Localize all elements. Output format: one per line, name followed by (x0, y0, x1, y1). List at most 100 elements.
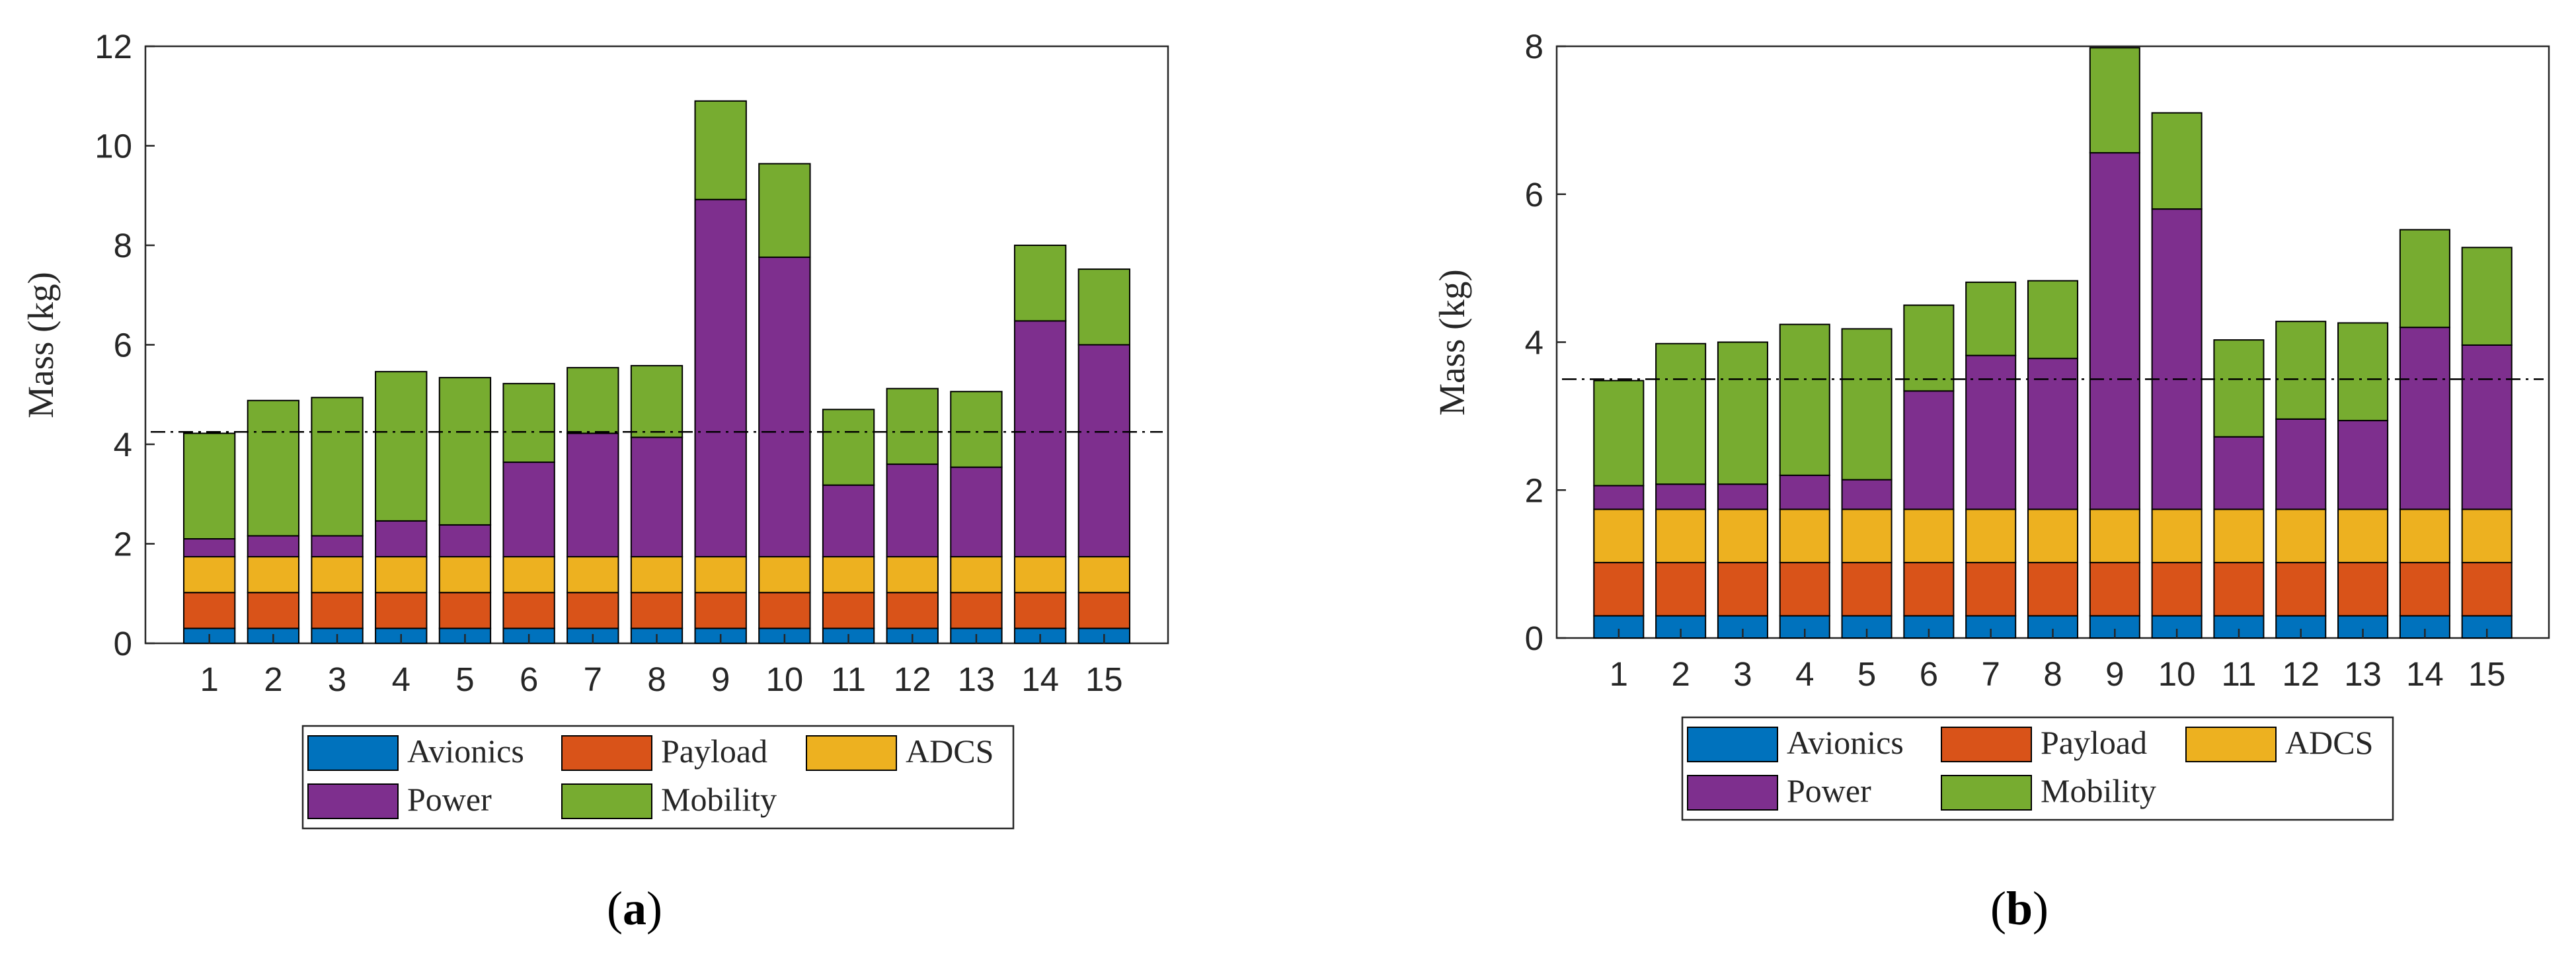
bar-segment-power-1 (1593, 485, 1645, 510)
x-tick-label-10: 10 (766, 660, 804, 698)
bar-segment-payload-14 (2399, 561, 2450, 617)
x-tick-label-4: 4 (392, 660, 410, 698)
legend: Avionics Payload ADCS Power Mobility (301, 725, 1015, 830)
bar-segment-payload-6 (1903, 561, 1955, 617)
bar-segment-mobility-15 (2461, 247, 2513, 346)
panel-letter: b (2006, 882, 2033, 935)
bar-segment-power-5 (1841, 479, 1893, 510)
bar-segment-payload-8 (630, 592, 683, 629)
bar-segment-payload-2 (1655, 561, 1707, 617)
bar-segment-power-10 (2151, 208, 2203, 510)
bar-segment-power-4 (375, 520, 428, 558)
bar-segment-payload-13 (2337, 561, 2389, 617)
bar-segment-adcs-1 (1593, 508, 1645, 563)
bar-segment-adcs-6 (1903, 508, 1955, 563)
bar-segment-adcs-8 (630, 556, 683, 594)
legend-swatch-mobility (561, 783, 652, 819)
bar-segment-adcs-12 (2275, 508, 2327, 563)
bar-segment-mobility-7 (1965, 281, 2017, 356)
y-tick-label-8: 8 (1525, 28, 1543, 65)
legend-label-avionics: Avionics (1787, 724, 1904, 761)
x-tick-label-12: 12 (894, 660, 931, 698)
bar-segment-mobility-14 (2399, 229, 2450, 329)
x-tick-label-14: 14 (2406, 655, 2444, 693)
bar-segment-power-3 (1717, 483, 1768, 510)
x-tick-label-11: 11 (2221, 655, 2256, 693)
x-tick-label-5: 5 (1857, 655, 1876, 693)
bar-segment-power-12 (886, 463, 939, 558)
bar-segment-adcs-10 (2151, 508, 2203, 563)
y-tick-label-2: 2 (114, 526, 132, 563)
legend-swatch-avionics (1687, 727, 1778, 762)
bar-segment-adcs-8 (2027, 508, 2079, 563)
bar-segment-payload-5 (1841, 561, 1893, 617)
bar-segment-payload-4 (375, 592, 428, 629)
x-tick-label-1: 1 (200, 660, 219, 698)
bar-segment-adcs-5 (1841, 508, 1893, 563)
bar-segment-mobility-11 (822, 409, 875, 486)
bar-segment-adcs-15 (1077, 556, 1130, 594)
bar-segment-payload-7 (566, 592, 619, 629)
bar-segment-mobility-1 (183, 432, 236, 539)
bar-segment-mobility-12 (2275, 321, 2327, 420)
bar-segment-mobility-10 (2151, 112, 2203, 210)
bar-segment-power-15 (1077, 344, 1130, 558)
bar-segment-payload-2 (247, 592, 300, 629)
y-tick-label-12: 12 (95, 28, 132, 65)
bar-segment-adcs-13 (950, 556, 1003, 594)
bar-segment-mobility-9 (694, 100, 747, 200)
bar-segment-mobility-4 (375, 371, 428, 522)
bar-segment-payload-12 (2275, 561, 2327, 617)
legend-swatch-payload (561, 735, 652, 771)
bar-segment-payload-5 (438, 592, 492, 629)
bar-segment-payload-12 (886, 592, 939, 629)
bar-segment-mobility-2 (247, 399, 300, 537)
bar-segment-power-1 (183, 538, 236, 558)
bar-segment-mobility-3 (311, 397, 364, 537)
bar-segment-payload-13 (950, 592, 1003, 629)
y-tick-label-2: 2 (1525, 471, 1543, 509)
bar-segment-adcs-13 (2337, 508, 2389, 563)
x-tick-label-1: 1 (1610, 655, 1628, 693)
bar-segment-mobility-2 (1655, 342, 1707, 485)
bar-segment-mobility-6 (502, 383, 555, 463)
y-tick-label-0: 0 (1525, 619, 1543, 657)
legend-label-payload: Payload (2041, 724, 2147, 761)
x-tick-label-11: 11 (831, 660, 866, 698)
bar-segment-payload-9 (694, 592, 747, 629)
bar-segment-mobility-9 (2089, 47, 2140, 154)
bar-segment-mobility-1 (1593, 379, 1645, 487)
bar-segment-payload-11 (2213, 561, 2265, 617)
bar-segment-payload-1 (1593, 561, 1645, 617)
bar-segment-payload-15 (1077, 592, 1130, 629)
legend-label-power: Power (1787, 772, 1871, 809)
y-axis-label: Mass (kg) (1432, 269, 1472, 416)
bar-segment-mobility-13 (950, 391, 1003, 468)
bar-segment-adcs-2 (247, 556, 300, 594)
bar-segment-adcs-3 (311, 556, 364, 594)
x-tick-label-6: 6 (520, 660, 538, 698)
legend-swatch-avionics (307, 735, 399, 771)
bar-segment-payload-3 (1717, 561, 1768, 617)
legend-label-adcs: ADCS (906, 733, 994, 770)
legend-swatch-power (1687, 775, 1778, 811)
bar-segment-payload-10 (758, 592, 811, 629)
bar-segment-power-11 (822, 484, 875, 558)
bar-segment-power-9 (694, 198, 747, 558)
panel-label: (a) (607, 882, 662, 935)
x-tick-label-14: 14 (1021, 660, 1059, 698)
bar-segment-power-10 (758, 257, 811, 558)
bar-segment-power-11 (2213, 436, 2265, 510)
bar-segment-power-8 (630, 436, 683, 558)
bar-segment-adcs-1 (183, 556, 236, 594)
bar-segment-power-6 (1903, 390, 1955, 510)
bar-segment-mobility-8 (2027, 280, 2079, 360)
bar-segment-adcs-7 (1965, 508, 2017, 563)
x-tick-label-10: 10 (2158, 655, 2196, 693)
x-tick-label-3: 3 (1733, 655, 1752, 693)
bar-segment-adcs-5 (438, 556, 492, 594)
bar-segment-power-2 (1655, 483, 1707, 510)
panel-label: (b) (1990, 882, 2049, 935)
